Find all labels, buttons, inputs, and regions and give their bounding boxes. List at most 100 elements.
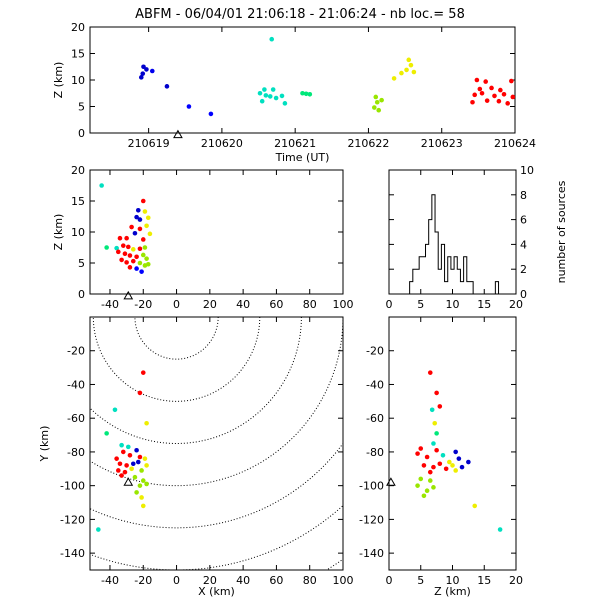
station-marker [123,290,134,300]
y-tick-label: 10 [71,226,85,239]
source-point [479,90,485,96]
x-tick-label: 210624 [494,137,536,150]
source-point [270,87,276,92]
y-tick-label: -20 [366,345,384,358]
source-point [424,488,430,494]
source-point [431,441,436,446]
source-point [140,71,146,76]
y-tick-label: 0 [78,288,85,301]
y-tick-label: -120 [60,513,85,526]
source-point [489,85,494,91]
source-point [145,215,151,221]
source-point [124,260,129,265]
y-tick-label: -80 [67,446,85,459]
source-point [303,91,309,97]
histogram-bin [448,257,451,294]
axes-frame [89,316,344,571]
source-point [257,90,263,96]
source-point [127,253,133,258]
source-point [130,461,136,467]
source-point [137,454,143,460]
source-point [104,245,109,250]
source-point [459,464,465,470]
source-point [137,217,143,222]
source-point [145,261,151,267]
x-tick-label: 60 [269,298,283,311]
station-marker [386,477,396,486]
histogram-bin [429,220,432,294]
source-point [415,483,420,488]
source-point [379,97,384,103]
source-point [373,94,379,100]
y-axis-label: number of sources [555,180,568,283]
source-point [140,478,146,483]
y-tick-label: -60 [366,412,384,425]
source-point [505,101,510,106]
source-point [424,454,430,460]
x-axis-label: Z (km) [434,585,471,598]
y-tick-label: 15 [71,195,85,208]
source-point [483,79,488,84]
x-tick-label: 10 [446,298,460,311]
source-point [434,447,439,453]
source-point [282,101,288,106]
x-tick-label: 210622 [347,137,389,150]
source-point [137,483,143,488]
source-point [139,269,144,274]
y-axis-label: Z (km) [52,214,65,251]
source-point [130,258,136,264]
source-point [138,75,144,80]
source-point [427,478,433,483]
source-point [130,247,136,252]
histogram-bin [495,282,498,294]
y-axis-label: Z (km) [52,62,65,99]
source-point [263,93,269,98]
source-point [149,68,155,74]
y-tick-label: 6 [520,214,527,227]
source-point [418,476,424,482]
source-point [453,468,458,473]
y-tick-label: 20 [71,164,85,177]
source-point [96,527,101,532]
source-point [474,77,480,83]
source-point [164,84,170,89]
x-tick-label: 100 [333,298,354,311]
source-point [450,463,455,468]
source-point [134,447,139,453]
source-point [427,370,433,375]
source-point [429,407,435,413]
source-point [125,244,131,250]
source-point [137,226,143,232]
plan-view-panel: -40 -20 0 20 40 60 80 100 -140 -120 -100 -80 -60 -40 -… [38,316,354,598]
y-tick-label: 15 [71,48,85,61]
source-point [415,451,420,456]
source-point [404,67,409,73]
source-point [427,469,433,475]
y-tick-label: -40 [366,378,384,391]
histogram-bin [416,269,419,294]
histogram-bin [410,282,413,294]
source-point [447,459,452,465]
source-point [477,86,483,92]
x-tick-label: 210623 [421,137,463,150]
y-tick-label: 2 [520,263,527,276]
source-point [497,527,503,532]
source-point [134,490,139,495]
y-tick-label: 5 [78,257,85,270]
x-tick-label: 20 [203,298,217,311]
x-tick-label: -40 [101,574,119,587]
source-point [139,468,144,473]
histogram-bin [422,257,425,294]
histogram-bin [438,269,441,294]
histogram-outline [409,194,500,294]
source-point [132,474,138,480]
source-point [140,198,146,204]
source-point [144,223,149,229]
source-point [104,431,109,436]
source-point [408,62,414,68]
histogram-bin [451,269,454,294]
station-marker [173,129,183,139]
source-point [376,107,382,113]
source-point [470,99,475,105]
y-tick-label: 5 [78,101,85,114]
